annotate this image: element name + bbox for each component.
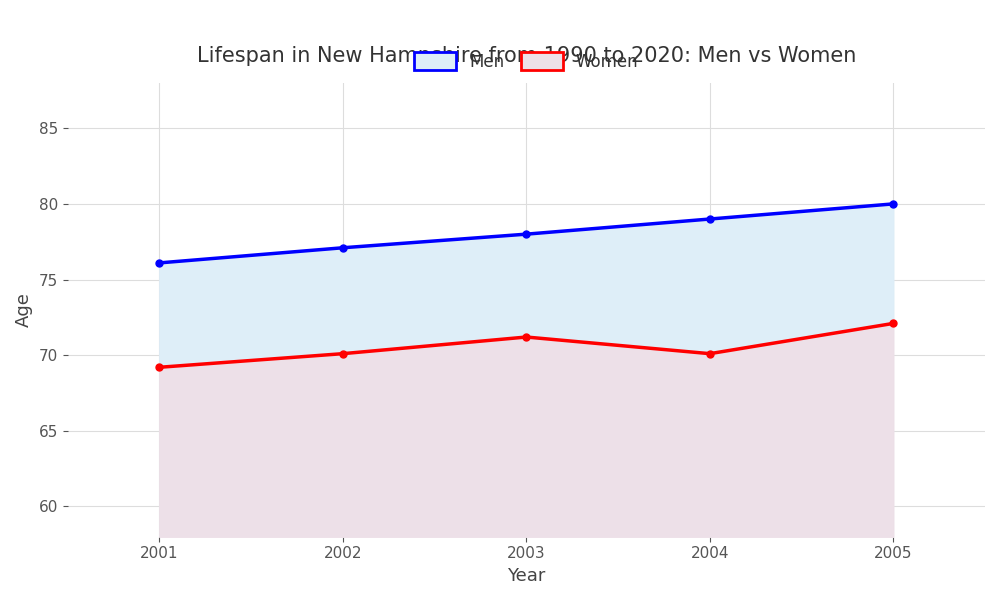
Men [704,215,716,223]
Legend: Men, Women: Men, Women [407,46,645,77]
Women [153,364,165,371]
Women [887,320,899,327]
Y-axis label: Age: Age [15,292,33,327]
Line: Men: Men [156,200,897,266]
Title: Lifespan in New Hampshire from 1990 to 2020: Men vs Women: Lifespan in New Hampshire from 1990 to 2… [197,46,856,66]
Men [520,230,532,238]
Women [704,350,716,357]
Line: Women: Women [156,320,897,371]
Men [887,200,899,208]
Women [337,350,349,357]
Women [520,334,532,341]
Men [337,244,349,251]
Men [153,259,165,266]
X-axis label: Year: Year [507,567,546,585]
